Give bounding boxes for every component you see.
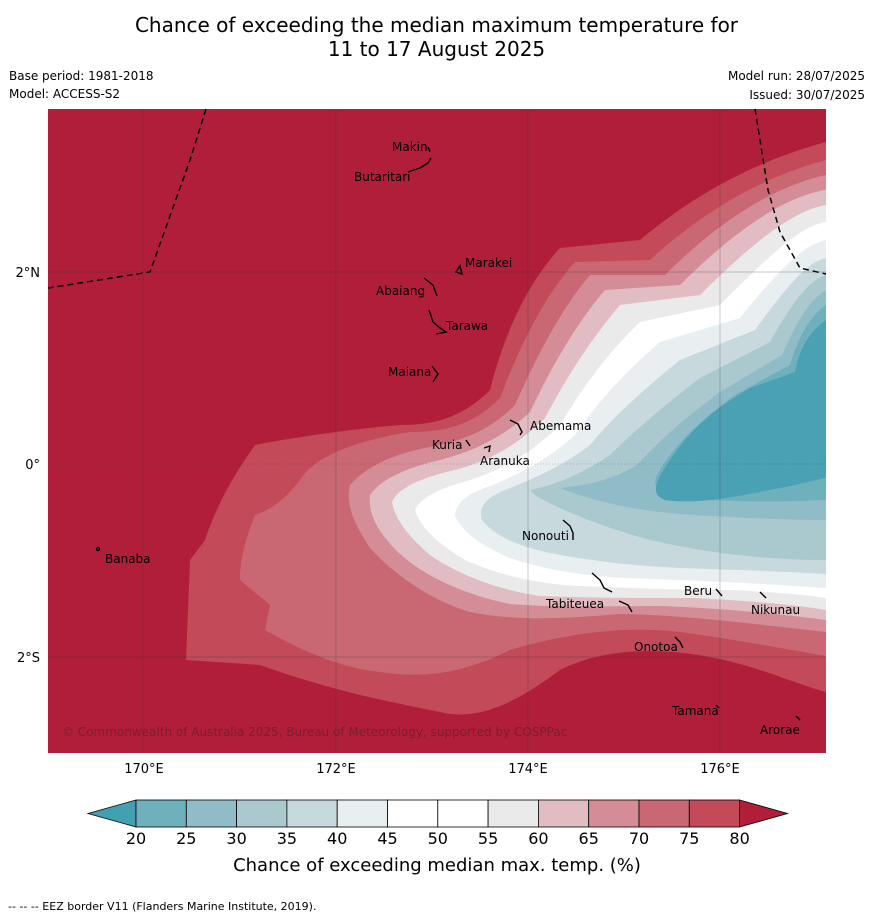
lon-tick-label: 176°E: [700, 762, 740, 777]
lon-tick-label: 170°E: [124, 762, 164, 777]
model-run: Model run: 28/07/2025: [727, 69, 865, 83]
island-label-onotoa: Onotoa: [634, 640, 678, 654]
colorbar-segment: [538, 799, 590, 828]
colorbar-extend-high: [739, 799, 790, 828]
island-label-banaba: Banaba: [105, 552, 151, 566]
copyright-text: © Commonwealth of Australia 2025, Bureau…: [62, 725, 567, 739]
eez-border: [47, 108, 827, 289]
island-label-beru: Beru: [684, 584, 712, 598]
colorbar-segment: [387, 799, 439, 828]
lat-tick-label: 0°: [25, 458, 40, 473]
colorbar-tick-label: 60: [528, 829, 548, 848]
colorbar-segment: [336, 799, 388, 828]
colorbar-tick-label: 75: [679, 829, 699, 848]
colorbar-segment: [236, 799, 288, 828]
lon-tick-label: 172°E: [316, 762, 356, 777]
island-label-abemama: Abemama: [530, 419, 591, 433]
colorbar-tick-label: 80: [729, 829, 749, 848]
colorbar-tick-label: 40: [327, 829, 347, 848]
island-label-butaritari: Butaritari: [354, 170, 411, 184]
map-title-line1: Chance of exceeding the median maximum t…: [134, 13, 739, 37]
island-label-tabiteuea: Tabiteuea: [545, 597, 604, 611]
model-name: Model: ACCESS-S2: [9, 87, 121, 101]
island-outlines: [95, 146, 801, 721]
colorbar-segment: [638, 799, 690, 828]
colorbar-segment: [688, 799, 740, 828]
colorbar-tick-label: 20: [126, 829, 146, 848]
island-label-aranuka: Aranuka: [480, 454, 530, 468]
island-label-nonouti: Nonouti: [522, 529, 569, 543]
issued-date: Issued: 30/07/2025: [749, 88, 865, 102]
colorbar-segment: [185, 799, 238, 828]
island-label-tamana: Tamana: [671, 704, 719, 718]
colorbar-tick-label: 70: [629, 829, 649, 848]
band-20: [655, 320, 826, 502]
colorbar-segment: [437, 799, 489, 828]
lat-tick-label: 2°N: [16, 266, 41, 281]
island-label-maiana: Maiana: [388, 365, 431, 379]
colorbar-segment: [135, 799, 187, 828]
island-label-abaiang: Abaiang: [376, 284, 425, 298]
lat-tick-label: 2°S: [17, 651, 40, 666]
colorbar-tick-label: 25: [176, 829, 196, 848]
island-label-arorae: Arorae: [760, 723, 800, 737]
colorbar-tick-label: 50: [428, 829, 448, 848]
colorbar-extend-low: [86, 799, 137, 828]
colorbar: 20 25 30 35 40 45 50 55 60 65 70 75 80: [86, 799, 790, 848]
colorbar-tick-label: 35: [277, 829, 297, 848]
map-title-line2: 11 to 17 August 2025: [327, 37, 546, 61]
eez-footnote: -- -- -- EEZ border V11 (Flanders Marine…: [8, 900, 317, 913]
island-label-kuria: Kuria: [432, 438, 463, 452]
colorbar-tick-label: 65: [579, 829, 599, 848]
colorbar-tick-label: 30: [226, 829, 246, 848]
colorbar-tick-label: 55: [478, 829, 498, 848]
island-label-nikunau: Nikunau: [751, 603, 800, 617]
colorbar-label: Chance of exceeding median max. temp. (%…: [233, 855, 641, 876]
colorbar-tick-label: 45: [377, 829, 397, 848]
colorbar-segment: [588, 799, 640, 828]
lon-tick-label: 174°E: [508, 762, 548, 777]
colorbar-segment: [487, 799, 539, 828]
island-label-tarawa: Tarawa: [445, 319, 488, 333]
colorbar-segment: [286, 799, 338, 828]
gridlines: [48, 109, 826, 753]
island-label-makin: Makin: [392, 140, 428, 154]
probability-field: [48, 109, 826, 753]
island-label-marakei: Marakei: [465, 256, 512, 270]
base-period: Base period: 1981-2018: [9, 69, 154, 83]
